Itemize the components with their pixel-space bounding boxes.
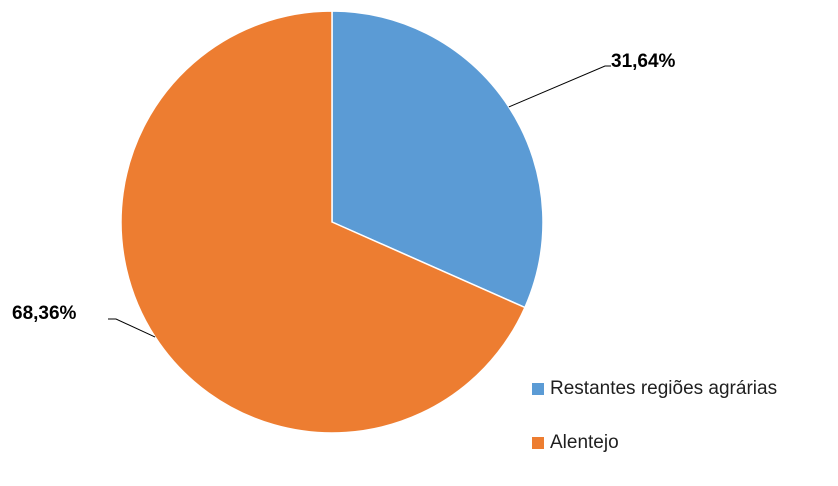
legend-item-restantes: Restantes regiões agrárias xyxy=(532,378,777,400)
pie-chart: 31,64% 68,36% xyxy=(12,10,676,434)
legend-swatch-alentejo xyxy=(532,437,544,449)
pie-slice-restantes xyxy=(331,10,544,309)
pie-slice-alentejo xyxy=(120,10,526,434)
leader-lines xyxy=(108,65,611,338)
pie-slices xyxy=(120,10,544,434)
leader-line-alentejo xyxy=(108,318,156,338)
legend: Restantes regiões agrárias Alentejo xyxy=(532,378,777,486)
data-label-restantes: 31,64% xyxy=(611,51,676,72)
data-label-alentejo: 68,36% xyxy=(12,303,77,324)
leader-line-restantes xyxy=(508,65,611,108)
legend-swatch-restantes xyxy=(532,383,544,395)
legend-item-alentejo: Alentejo xyxy=(532,432,777,454)
legend-label-restantes: Restantes regiões agrárias xyxy=(550,378,778,399)
legend-label-alentejo: Alentejo xyxy=(550,432,619,453)
